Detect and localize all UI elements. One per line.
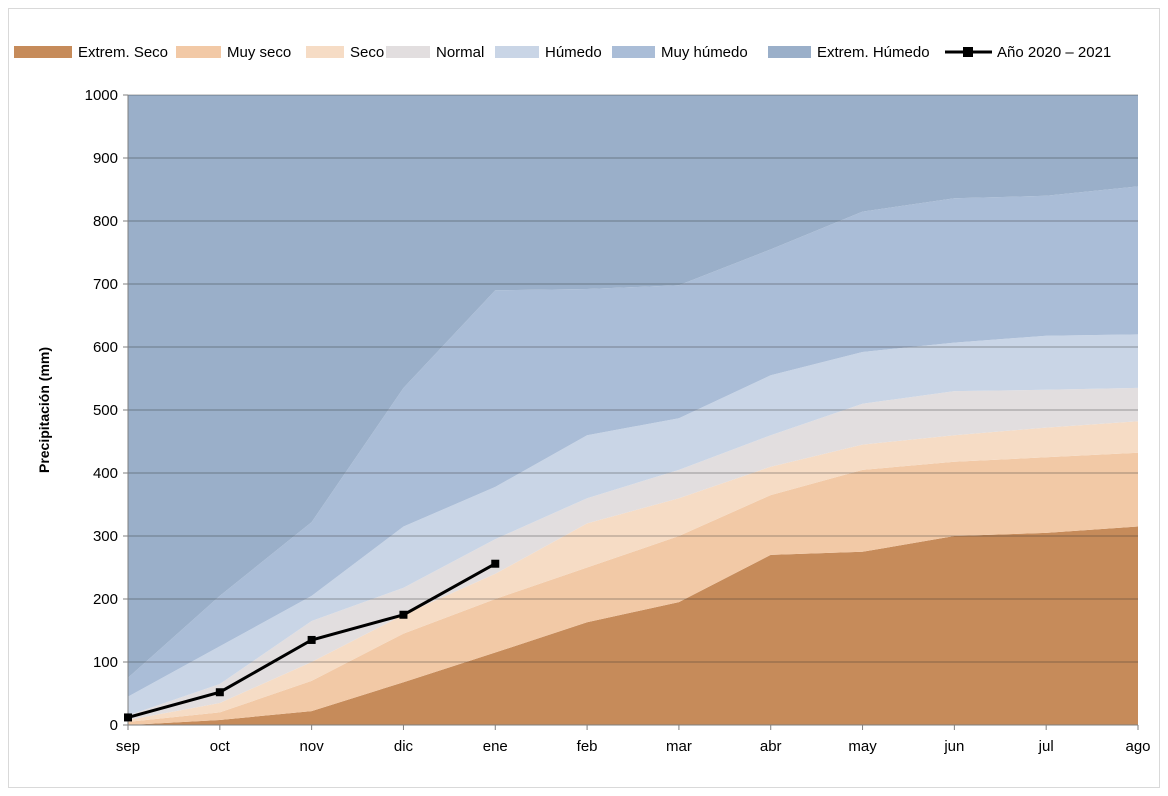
- line-series-marker: [307, 635, 316, 644]
- legend-label-muy-humedo: Muy húmedo: [661, 44, 748, 61]
- y-tick-label: 900: [93, 150, 118, 167]
- line-series-marker: [215, 688, 224, 697]
- legend-label-seco: Seco: [350, 44, 384, 61]
- y-tick-label: 0: [110, 717, 118, 734]
- x-tick-label: sep: [116, 738, 140, 755]
- x-tick-label: feb: [577, 738, 598, 755]
- y-axis-label: Precipitación (mm): [36, 347, 52, 473]
- x-tick-label: ago: [1125, 738, 1150, 755]
- band-muy-seco: [128, 452, 1138, 725]
- y-tick-label: 400: [93, 465, 118, 482]
- x-tick-labels: sep oct nov dic ene feb mar abr may jun jul ago: [116, 738, 1151, 755]
- legend-label-muy-seco: Muy seco: [227, 44, 291, 61]
- y-tick-label: 100: [93, 654, 118, 671]
- y-tick-label: 700: [93, 276, 118, 293]
- x-tick-label: oct: [210, 738, 231, 755]
- legend: Extrem. Seco Muy seco Seco Normal Húmedo Muy …: [14, 44, 1111, 61]
- legend-swatch-muy-seco: [176, 46, 221, 58]
- legend-swatch-extrem-seco: [14, 46, 72, 58]
- legend-swatch-seco: [306, 46, 344, 58]
- y-tick-label: 500: [93, 402, 118, 419]
- x-tick-label: jun: [943, 738, 964, 755]
- line-series-marker: [124, 713, 132, 722]
- y-tick-label: 600: [93, 339, 118, 356]
- x-tick-label: ene: [483, 738, 508, 755]
- legend-swatch-muy-humedo: [612, 46, 655, 58]
- legend-swatch-humedo: [495, 46, 539, 58]
- axes: [123, 94, 1139, 730]
- x-tick-label: dic: [394, 738, 414, 755]
- x-tick-label: abr: [760, 738, 782, 755]
- legend-label-humedo: Húmedo: [545, 44, 602, 61]
- band-extrem-seco: [128, 526, 1138, 725]
- x-tick-label: jul: [1038, 738, 1054, 755]
- legend-marker-line-series: [963, 47, 973, 57]
- y-tick-labels: 0 100 200 300 400 500 600 700 800 900 1000: [85, 87, 118, 734]
- legend-label-normal: Normal: [436, 44, 484, 61]
- legend-label-extrem-seco: Extrem. Seco: [78, 44, 168, 61]
- y-tick-label: 200: [93, 591, 118, 608]
- band-humedo: [128, 334, 1138, 716]
- x-tick-label: nov: [300, 738, 325, 755]
- band-areas: [128, 95, 1138, 725]
- y-tick-label: 1000: [85, 87, 118, 104]
- band-extrem-humedo: [128, 95, 1138, 678]
- legend-swatch-normal: [386, 46, 430, 58]
- legend-label-extrem-humedo: Extrem. Húmedo: [817, 44, 930, 61]
- y-tick-label: 300: [93, 528, 118, 545]
- band-muy-humedo: [128, 186, 1138, 697]
- line-series: [124, 559, 500, 722]
- x-tick-label: mar: [666, 738, 692, 755]
- line-series-marker: [491, 559, 500, 568]
- band-seco: [128, 421, 1138, 722]
- x-tick-label: may: [848, 738, 877, 755]
- line-series-marker: [399, 610, 408, 619]
- legend-swatch-extrem-humedo: [768, 46, 811, 58]
- legend-label-line-series: Año 2020 – 2021: [997, 44, 1111, 61]
- y-tick-label: 800: [93, 213, 118, 230]
- gridlines: [128, 94, 1138, 663]
